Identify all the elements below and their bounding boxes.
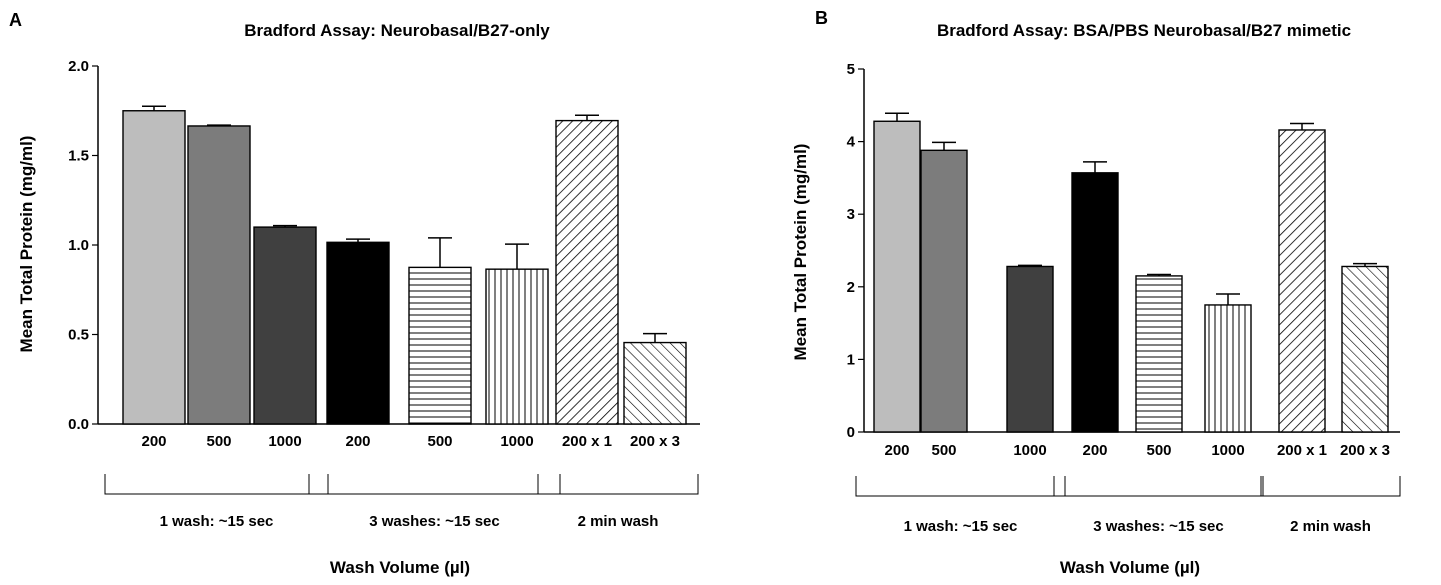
y-tick-label: 5 (847, 61, 855, 78)
group-bracket (104, 474, 329, 495)
bar (623, 341, 687, 425)
panel-a-x-axis-label: Wash Volume (µl) (330, 558, 470, 577)
x-tick-label: 500 (1146, 442, 1171, 459)
bar (122, 110, 186, 425)
x-tick-label: 200 x 3 (630, 433, 680, 450)
group-label: 2 min wash (578, 513, 659, 530)
bar (408, 266, 472, 425)
group-label: 2 min wash (1290, 518, 1371, 535)
x-tick-label: 500 (427, 433, 452, 450)
panel-a-label: A (9, 10, 22, 30)
panel-a-plot: 0.0 0.5 1.0 1.5 2.0 200 500 1000 200 500 1000 200 x… (68, 58, 700, 530)
y-tick-label: 4 (847, 134, 856, 151)
group-label: 3 washes: ~15 sec (369, 513, 500, 530)
x-tick-label: 200 x 1 (562, 433, 612, 450)
bar (920, 149, 968, 433)
bar (1204, 304, 1252, 433)
x-tick-label: 1000 (268, 433, 301, 450)
group-bracket (855, 476, 1066, 497)
panel-b-title: Bradford Assay: BSA/PBS Neurobasal/B27 m… (937, 21, 1351, 40)
y-tick-label: 1.5 (68, 148, 89, 165)
y-tick-label: 0.5 (68, 327, 89, 344)
bar (1006, 265, 1054, 433)
panel-a-y-axis-label: Mean Total Protein (mg/ml) (17, 136, 36, 353)
bar (555, 119, 619, 425)
panel-b-label: B (815, 8, 828, 28)
bar (253, 226, 317, 425)
y-tick-label: 0.0 (68, 416, 89, 433)
y-tick-label: 3 (847, 206, 855, 223)
x-tick-label: 500 (931, 442, 956, 459)
panel-a-title: Bradford Assay: Neurobasal/B27-only (244, 21, 550, 40)
y-tick-label: 2 (847, 279, 855, 296)
x-tick-label: 200 (884, 442, 909, 459)
group-label: 1 wash: ~15 sec (160, 513, 274, 530)
group-bracket (308, 474, 561, 495)
bar (873, 120, 921, 433)
bar (326, 241, 390, 425)
x-tick-label: 200 x 1 (1277, 442, 1327, 459)
x-tick-label: 200 (345, 433, 370, 450)
group-label: 3 washes: ~15 sec (1093, 518, 1224, 535)
y-tick-label: 2.0 (68, 58, 89, 75)
group-bracket (1053, 476, 1264, 497)
bar (187, 125, 251, 425)
x-tick-label: 200 (141, 433, 166, 450)
x-tick-label: 500 (206, 433, 231, 450)
x-tick-label: 200 x 3 (1340, 442, 1390, 459)
bar (1341, 265, 1389, 433)
y-tick-label: 1.0 (68, 237, 89, 254)
x-tick-label: 1000 (1211, 442, 1244, 459)
panel-b-y-axis-label: Mean Total Protein (mg/ml) (791, 144, 810, 361)
y-tick-label: 1 (847, 351, 855, 368)
panel-b-plot: 0 1 2 3 4 5 200 500 1000 200 500 1000 200 x 1 200 x 3… (847, 61, 1401, 535)
group-label: 1 wash: ~15 sec (904, 518, 1018, 535)
panel-b-x-axis-label: Wash Volume (µl) (1060, 558, 1200, 577)
x-tick-label: 1000 (1013, 442, 1046, 459)
y-tick-label: 0 (847, 424, 855, 441)
group-bracket (537, 474, 699, 495)
group-bracket (1260, 476, 1401, 497)
x-tick-label: 200 (1082, 442, 1107, 459)
bar (1278, 129, 1326, 433)
bar (1071, 172, 1119, 433)
x-tick-label: 1000 (500, 433, 533, 450)
bar (485, 268, 549, 425)
bar (1135, 275, 1183, 433)
